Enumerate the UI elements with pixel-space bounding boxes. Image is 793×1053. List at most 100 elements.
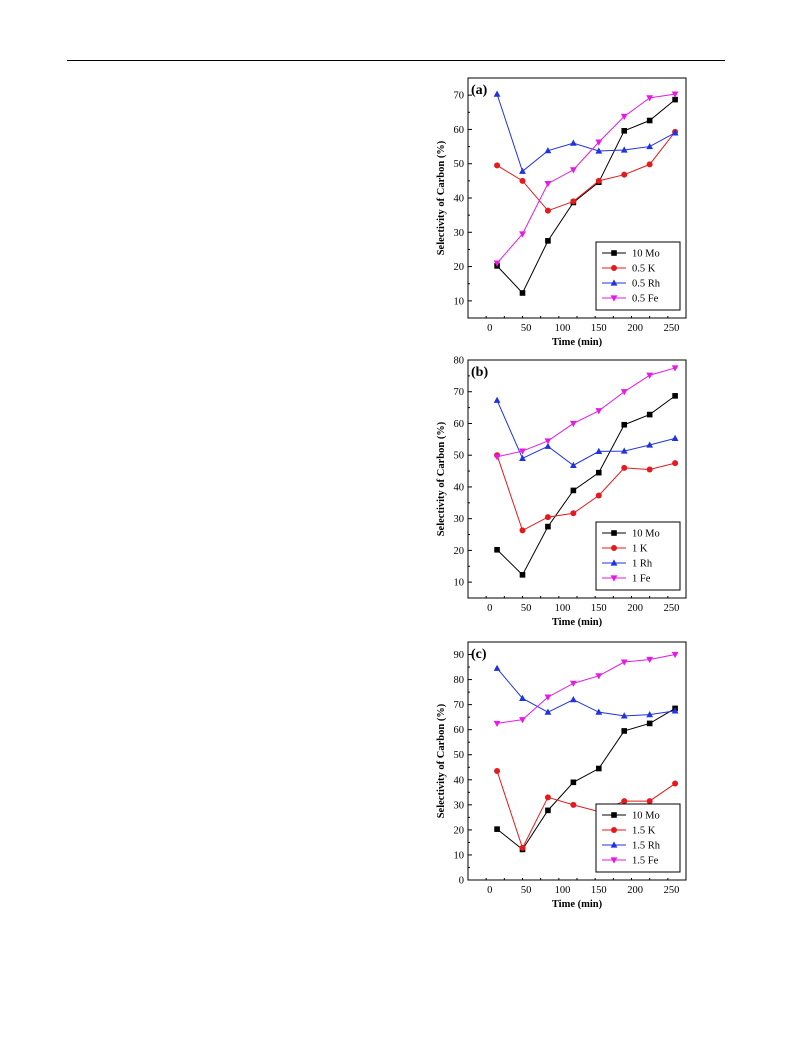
data-point (544, 181, 552, 188)
legend-label: 0.5 Rh (632, 279, 661, 290)
y-tick-label: 10 (454, 296, 465, 307)
data-point (595, 139, 603, 146)
data-point (621, 464, 628, 471)
data-point (519, 454, 526, 461)
y-tick-label: 80 (454, 675, 465, 686)
x-axis-label: Time (min) (552, 899, 603, 910)
data-point (493, 720, 501, 728)
data-point (646, 656, 654, 664)
data-point (646, 161, 653, 168)
data-point (671, 651, 679, 659)
legend-label: 1 K (632, 544, 648, 555)
series-line (496, 131, 676, 212)
data-point (595, 708, 603, 715)
y-tick-label: 50 (454, 159, 465, 170)
data-point (544, 438, 552, 445)
y-tick-label: 50 (454, 750, 465, 761)
x-tick-label: 100 (555, 323, 571, 334)
y-axis-label: Selectivity of Carbon (%) (436, 421, 447, 536)
legend-marker (611, 265, 617, 271)
y-tick-label: 70 (454, 387, 465, 398)
data-point (569, 696, 577, 703)
y-tick-label: 60 (454, 725, 465, 736)
legend-marker (610, 279, 618, 286)
data-point (545, 523, 551, 530)
data-point (595, 147, 603, 154)
series-line (496, 93, 676, 264)
legend-marker (611, 545, 617, 551)
series-1-fe (493, 365, 679, 461)
data-point (519, 448, 526, 455)
data-point (621, 171, 628, 178)
data-point (570, 779, 577, 786)
data-point (672, 460, 679, 467)
y-tick-label: 30 (454, 228, 465, 239)
x-tick-label: 50 (521, 885, 532, 896)
series-line (496, 400, 676, 466)
data-point (595, 447, 603, 454)
data-point (672, 393, 678, 399)
data-point (519, 694, 526, 701)
data-point (595, 673, 603, 680)
data-point (596, 469, 602, 476)
data-point (494, 162, 501, 169)
data-point (569, 139, 577, 146)
data-point (570, 801, 577, 808)
x-tick-label: 250 (664, 885, 680, 896)
legend-marker (610, 841, 618, 848)
data-point (544, 708, 552, 715)
legend-marker (611, 812, 617, 818)
data-point (672, 96, 678, 103)
y-axis-label: Selectivity of Carbon (%) (436, 703, 447, 818)
data-point (519, 167, 526, 174)
y-tick-label: 60 (454, 125, 465, 136)
y-tick-label: 70 (454, 91, 465, 102)
series-line (496, 770, 676, 850)
x-tick-label: 0 (487, 603, 492, 614)
data-point (493, 396, 501, 403)
data-point (621, 128, 628, 134)
data-point (620, 447, 628, 454)
data-point (621, 728, 628, 734)
legend-label: 1.5 Fe (632, 856, 659, 867)
data-point (595, 492, 602, 499)
data-point (672, 780, 679, 787)
data-point (646, 711, 654, 718)
series-line (496, 667, 676, 717)
legend: 10 Mo 0.5 K 0.5 Rh 0.5 Fe (595, 241, 681, 311)
data-point (621, 798, 628, 805)
x-tick-label: 250 (664, 323, 680, 334)
x-tick-label: 100 (555, 885, 571, 896)
data-point (519, 572, 526, 578)
legend-marker (611, 250, 617, 256)
data-point (494, 546, 500, 553)
legend-label: 1 Fe (632, 574, 651, 585)
x-tick-label: 50 (521, 603, 532, 614)
data-point (519, 290, 526, 296)
panel-label: (a) (471, 83, 488, 98)
legend-label: 1 Rh (632, 559, 653, 570)
chart-svg-b: 0 50 100 150 200 250 10 20 30 40 50 60 70 80 Time (min… (436, 356, 687, 628)
data-point (595, 177, 602, 184)
data-point (570, 510, 577, 517)
data-point (544, 514, 551, 521)
y-tick-label: 40 (454, 194, 465, 205)
chart-svg-c: 0 50 100 150 200 250 0 10 20 30 40 50 60 70 80 90 Time (… (436, 641, 687, 910)
series-line (496, 99, 676, 294)
y-tick-label: 10 (454, 850, 465, 861)
series-line (496, 395, 676, 576)
data-point (671, 129, 679, 136)
y-tick-label: 50 (454, 451, 465, 462)
data-point (646, 798, 653, 805)
data-point (569, 680, 577, 687)
data-point (620, 113, 628, 120)
y-tick-label: 40 (454, 775, 465, 786)
data-point (620, 659, 628, 666)
chart-panel-c: 0 50 100 150 200 250 0 10 20 30 40 50 60 70 80 90 Time (… (432, 638, 702, 918)
data-point (646, 720, 653, 727)
legend-marker (610, 857, 618, 864)
legend-marker (610, 559, 618, 566)
y-tick-label: 40 (454, 482, 465, 493)
y-tick-label: 20 (454, 262, 465, 273)
y-tick-label: 30 (454, 514, 465, 525)
